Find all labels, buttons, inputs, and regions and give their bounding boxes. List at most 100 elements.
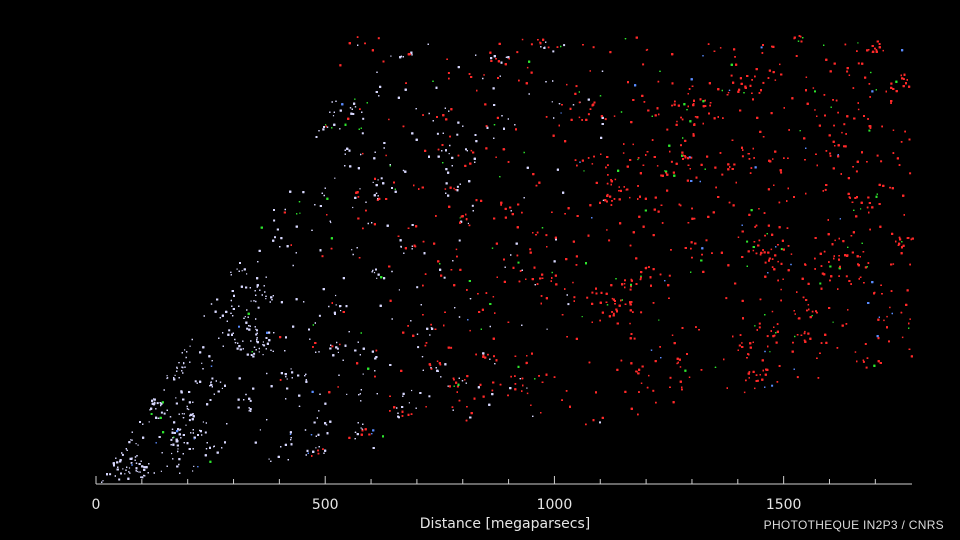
galaxy-point: [845, 275, 848, 278]
galaxy-point: [727, 91, 730, 94]
galaxy-point: [280, 301, 283, 304]
galaxy-point: [435, 86, 438, 89]
galaxy-point: [862, 359, 865, 361]
galaxy-point: [695, 176, 698, 179]
galaxy-point: [902, 244, 905, 247]
galaxy-point: [121, 453, 124, 456]
galaxy-point: [782, 248, 785, 251]
galaxy-point: [430, 323, 432, 326]
galaxy-point: [613, 115, 616, 117]
galaxy-point: [492, 296, 495, 298]
galaxy-point: [317, 452, 320, 455]
galaxy-point: [701, 247, 704, 250]
galaxy-point: [824, 188, 827, 191]
galaxy-point: [250, 300, 252, 302]
galaxy-point: [623, 283, 626, 285]
galaxy-point: [516, 51, 519, 54]
galaxy-point: [578, 91, 580, 93]
galaxy-point: [425, 342, 428, 344]
galaxy-point: [728, 89, 731, 91]
galaxy-point: [377, 37, 380, 40]
galaxy-point: [436, 360, 439, 362]
galaxy-point: [124, 473, 126, 475]
galaxy-point: [560, 112, 562, 114]
galaxy-point: [899, 238, 902, 241]
galaxy-point: [458, 377, 460, 379]
galaxy-point: [771, 266, 774, 268]
galaxy-point: [128, 471, 130, 473]
galaxy-point: [629, 196, 631, 199]
galaxy-point: [911, 237, 914, 240]
galaxy-point: [222, 345, 224, 347]
galaxy-point: [285, 336, 287, 339]
galaxy-point: [205, 448, 208, 450]
galaxy-point: [373, 157, 376, 160]
galaxy-point: [629, 288, 632, 291]
galaxy-point: [291, 377, 293, 379]
galaxy-point: [814, 109, 816, 111]
galaxy-point: [684, 139, 687, 142]
galaxy-point: [456, 133, 459, 136]
galaxy-point: [135, 443, 137, 445]
galaxy-point: [372, 429, 375, 432]
galaxy-point: [339, 64, 342, 67]
galaxy-point: [856, 196, 858, 199]
galaxy-point: [599, 421, 601, 424]
galaxy-point: [773, 184, 775, 186]
galaxy-point: [876, 40, 879, 43]
galaxy-point: [668, 274, 671, 277]
galaxy-point: [170, 438, 173, 441]
galaxy-point: [721, 173, 724, 176]
galaxy-point: [359, 188, 361, 190]
galaxy-point: [581, 316, 583, 318]
galaxy-point: [526, 392, 529, 395]
galaxy-point: [612, 314, 615, 317]
galaxy-point: [118, 478, 121, 481]
galaxy-point: [244, 316, 246, 318]
galaxy-point: [489, 358, 491, 360]
galaxy-point: [464, 164, 467, 167]
galaxy-point: [380, 177, 383, 180]
galaxy-point: [306, 449, 309, 452]
galaxy-point: [587, 113, 590, 116]
galaxy-point: [738, 344, 741, 347]
galaxy-point: [741, 155, 744, 158]
galaxy-point: [485, 125, 488, 128]
galaxy-point: [857, 102, 859, 104]
galaxy-point: [177, 448, 179, 450]
galaxy-point: [262, 354, 264, 356]
galaxy-point: [411, 389, 413, 392]
galaxy-point: [670, 249, 672, 251]
galaxy-point: [838, 275, 840, 277]
galaxy-point: [846, 70, 849, 73]
galaxy-point: [336, 347, 339, 350]
galaxy-point: [441, 150, 443, 152]
galaxy-point: [440, 376, 442, 378]
galaxy-point: [160, 470, 162, 472]
galaxy-point: [678, 358, 681, 361]
galaxy-point: [398, 289, 400, 291]
galaxy-point: [455, 381, 458, 384]
galaxy-point: [274, 236, 276, 239]
galaxy-point: [197, 466, 199, 468]
galaxy-point: [493, 355, 495, 358]
galaxy-point: [862, 251, 865, 253]
galaxy-point: [109, 473, 112, 476]
galaxy-point: [866, 357, 869, 359]
galaxy-point: [204, 431, 207, 434]
galaxy-point: [445, 149, 447, 152]
galaxy-point: [436, 132, 439, 135]
galaxy-point: [573, 296, 576, 299]
galaxy-point: [360, 400, 362, 402]
galaxy-point: [865, 366, 868, 369]
galaxy-point: [408, 402, 410, 404]
galaxy-point: [676, 362, 678, 365]
galaxy-points: [101, 35, 914, 483]
galaxy-point: [819, 282, 822, 285]
galaxy-point: [266, 372, 268, 375]
galaxy-point: [465, 382, 467, 384]
galaxy-point: [688, 156, 691, 159]
galaxy-point: [262, 341, 264, 343]
galaxy-point: [857, 108, 860, 111]
galaxy-point: [453, 379, 455, 381]
